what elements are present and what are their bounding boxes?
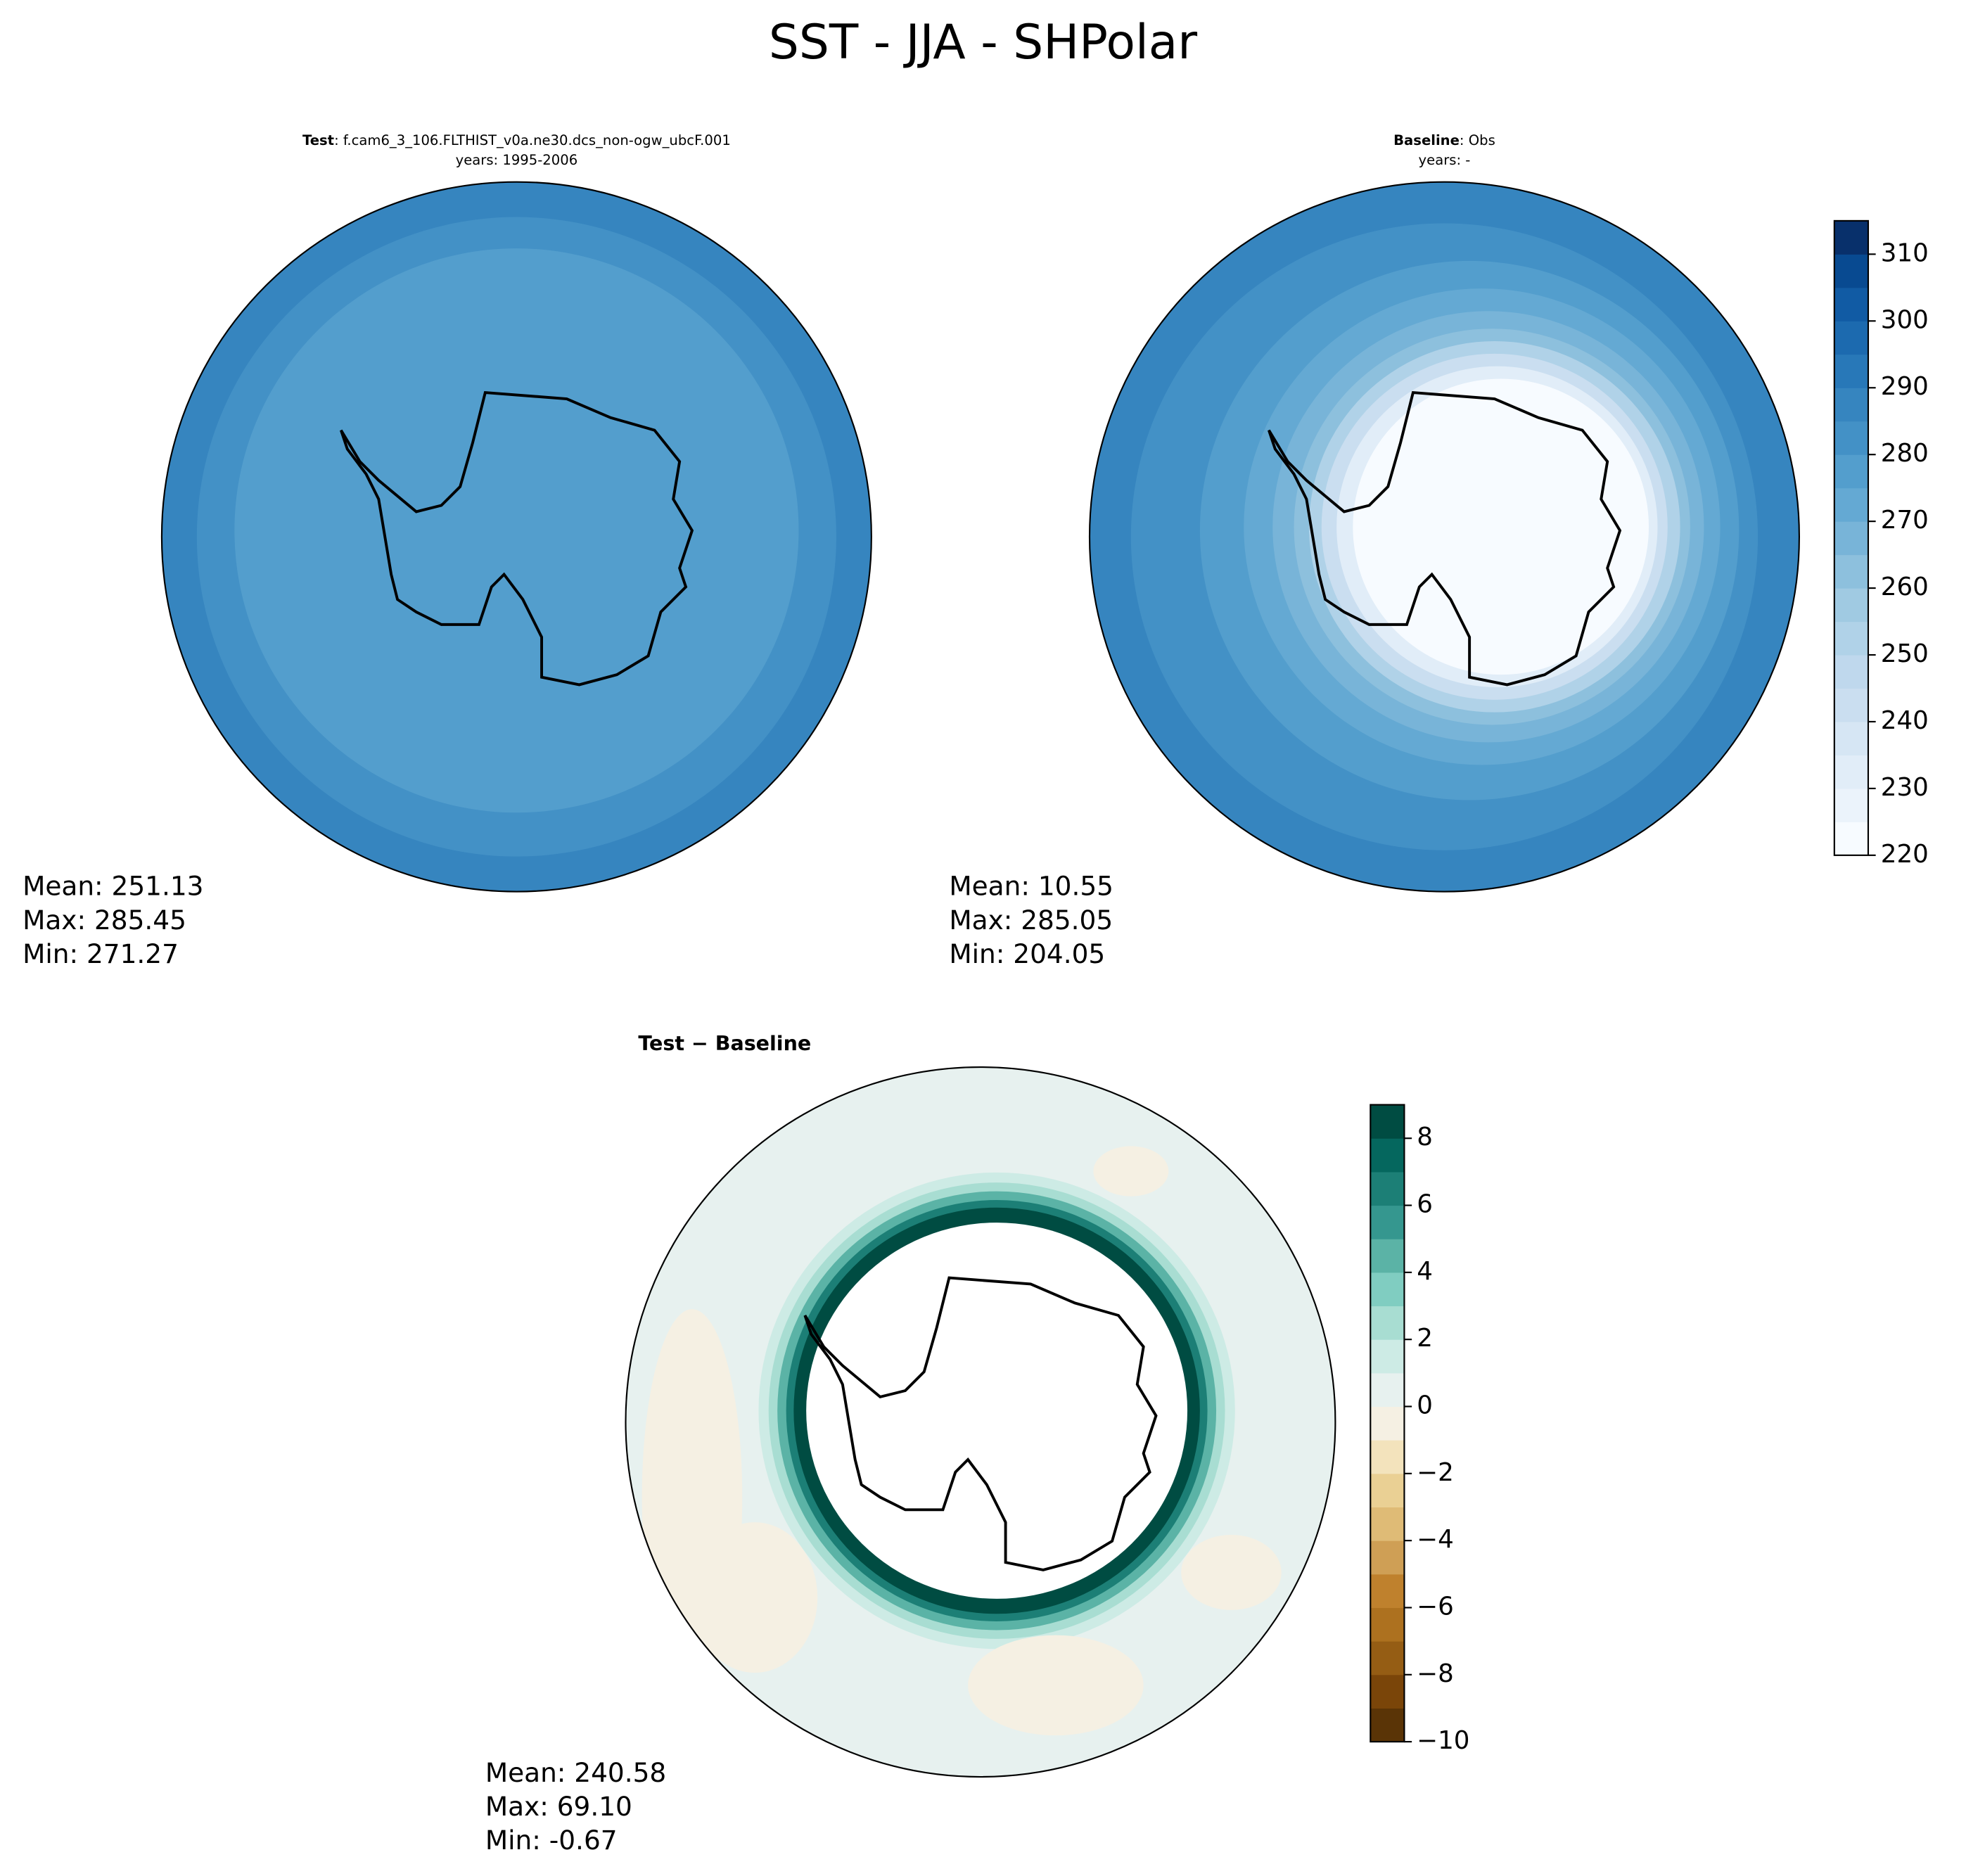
colorbar-band	[1834, 254, 1868, 288]
panel-subtitle: years: -	[1419, 152, 1471, 168]
colorbar-band	[1834, 487, 1868, 522]
colorbar-band	[1834, 287, 1868, 321]
colorbar-tick-label: 300	[1881, 305, 1929, 334]
panel-title-bold: Baseline	[1393, 132, 1460, 148]
panel-stat: Min: 204.05	[949, 938, 1105, 969]
panel-title-bold: Test	[302, 132, 334, 148]
panel-title-text: : f.cam6_3_106.FLTHIST_v0a.ne30.dcs_non-…	[334, 132, 731, 148]
colorbar-tick-label: 2	[1417, 1324, 1433, 1353]
panel-title: Test − Baseline	[638, 1032, 811, 1055]
colorbar-band	[1370, 1540, 1405, 1575]
colorbar-band	[1370, 1440, 1405, 1474]
field-patch	[1093, 1146, 1169, 1197]
colorbar-tick-label: 220	[1881, 840, 1929, 869]
field-patch	[1181, 1534, 1282, 1610]
colorbar-band	[1834, 721, 1868, 755]
field-band	[1353, 378, 1649, 675]
panel-stat: Mean: 10.55	[949, 871, 1113, 902]
colorbar-band	[1370, 1406, 1405, 1441]
colorbar-tick-label: 240	[1881, 706, 1929, 735]
colorbar-band	[1370, 1339, 1405, 1374]
panel-stat: Mean: 251.13	[23, 871, 203, 902]
colorbar-band	[1834, 521, 1868, 556]
colorbar-band	[1834, 388, 1868, 422]
colorbar-band	[1370, 1104, 1405, 1139]
map	[1090, 181, 1799, 892]
field-band	[234, 248, 799, 813]
panel-title-bold: Test − Baseline	[638, 1032, 811, 1055]
colorbar-band	[1834, 554, 1868, 589]
colorbar-band	[1834, 755, 1868, 789]
colorbar-band	[1834, 588, 1868, 623]
panel-title: Test: f.cam6_3_106.FLTHIST_v0a.ne30.dcs_…	[302, 132, 731, 148]
panel-stat: Min: 271.27	[23, 938, 179, 969]
maps	[160, 181, 1800, 1778]
colorbar-band	[1370, 1473, 1405, 1508]
colorbar-frame	[1370, 1104, 1405, 1743]
colorbar-tick-label: 0	[1417, 1391, 1433, 1420]
colorbar-tick-label: 230	[1881, 773, 1929, 802]
colorbar-tick-label: 290	[1881, 372, 1929, 401]
panel-subtitle: years: 1995-2006	[456, 152, 578, 168]
colorbar-band	[1834, 655, 1868, 689]
colorbar-band	[1370, 1239, 1405, 1273]
colorbar-band	[1370, 1574, 1405, 1608]
colorbar-band	[1370, 1205, 1405, 1239]
colorbar-band	[1834, 354, 1868, 388]
colorbar-tick-label: −2	[1417, 1458, 1454, 1487]
panel-title-text: : Obs	[1460, 132, 1495, 148]
panel-stat: Max: 285.05	[949, 905, 1113, 936]
colorbar-band	[1834, 321, 1868, 355]
colorbar-frame	[1833, 219, 1870, 856]
map	[625, 1067, 1336, 1778]
colorbar-band	[1834, 220, 1868, 255]
panel-stat: Max: 285.45	[23, 905, 186, 936]
colorbar-band	[1370, 1306, 1405, 1340]
colorbar-band	[1370, 1607, 1405, 1642]
colorbar-band	[1834, 454, 1868, 489]
field-patch	[968, 1635, 1144, 1736]
colorbar-tick-label: 260	[1881, 573, 1929, 601]
map-border	[625, 1066, 1336, 1778]
colorbar-tick-label: −4	[1417, 1525, 1454, 1554]
map	[161, 181, 872, 892]
colorbar-band	[1370, 1138, 1405, 1173]
colorbar-tick-label: −6	[1417, 1592, 1454, 1621]
colorbar-band	[1370, 1674, 1405, 1709]
colorbar-band	[1834, 421, 1868, 455]
colorbar-band	[1834, 621, 1868, 656]
panel-stat: Max: 69.10	[485, 1791, 632, 1822]
colorbar-tick-label: −8	[1417, 1659, 1454, 1688]
figure-title: SST - JJA - SHPolar	[769, 14, 1197, 70]
colorbar-tick-label: 270	[1881, 506, 1929, 535]
map-border	[160, 181, 872, 893]
panel-stat: Mean: 240.58	[485, 1757, 666, 1788]
panel-title: Baseline: Obs	[1393, 132, 1495, 148]
colorbar-tick-label: 8	[1417, 1123, 1433, 1151]
colorbar-band	[1370, 1171, 1405, 1206]
colorbar-band	[1370, 1708, 1405, 1742]
field-patch	[691, 1522, 818, 1673]
colorbar-tick-label: 4	[1417, 1257, 1433, 1286]
colorbar-tick-label: −10	[1417, 1726, 1469, 1755]
missing-region	[806, 1223, 1188, 1599]
colorbar-tick-label: 6	[1417, 1190, 1433, 1219]
colorbar-band	[1370, 1507, 1405, 1541]
colorbar-tick-label: 280	[1881, 439, 1929, 468]
colorbar-tick-label: 250	[1881, 639, 1929, 668]
colorbar-band	[1370, 1272, 1405, 1307]
colorbar-tick-label: 310	[1881, 238, 1929, 267]
colorbar-band	[1370, 1372, 1405, 1408]
colorbar-band	[1834, 822, 1868, 856]
panel-stat: Min: -0.67	[485, 1825, 618, 1856]
colorbar-band	[1834, 688, 1868, 722]
colorbar-band	[1370, 1641, 1405, 1676]
colorbar-band	[1834, 788, 1868, 822]
map-border	[1088, 181, 1800, 893]
